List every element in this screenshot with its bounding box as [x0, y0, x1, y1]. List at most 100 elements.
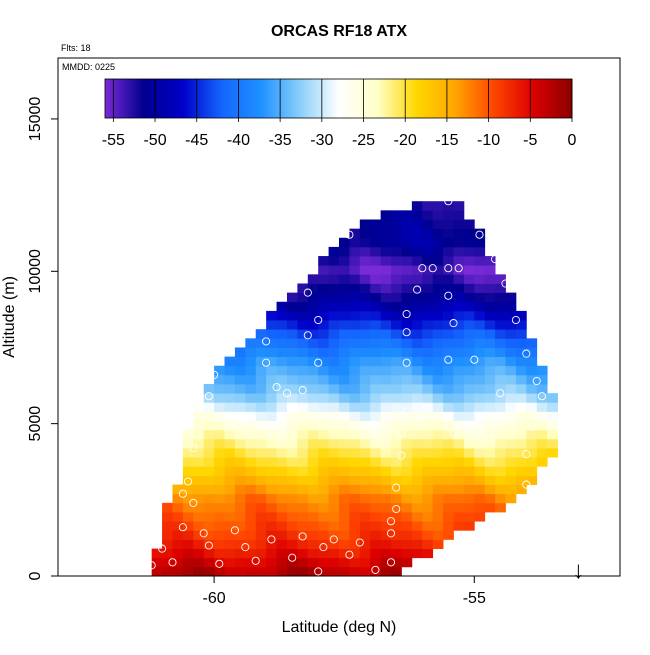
heatmap-cell	[297, 283, 309, 294]
heatmap-cell	[328, 384, 340, 394]
heatmap-cell	[443, 292, 454, 303]
heatmap-cell	[370, 530, 382, 540]
colorbar-tick-label: -10	[477, 132, 500, 149]
heatmap-cell	[297, 448, 309, 458]
heatmap-cell	[266, 484, 277, 495]
heatmap-cell	[370, 219, 382, 230]
heatmap-cell	[401, 246, 413, 257]
heatmap-cell	[359, 484, 371, 495]
heatmap-cell	[255, 411, 267, 421]
heatmap-cell	[307, 292, 319, 303]
heatmap-cell	[391, 502, 402, 513]
heatmap-cell	[474, 228, 486, 239]
heatmap-cell	[193, 548, 205, 559]
heatmap-cell	[370, 246, 382, 257]
heatmap-cell	[380, 283, 392, 294]
heatmap-cell	[443, 429, 454, 440]
heatmap-cell	[411, 420, 423, 431]
heatmap-cell	[463, 521, 475, 531]
heatmap-cell	[182, 466, 194, 476]
heatmap-cell	[495, 484, 506, 495]
heatmap-cell	[401, 228, 413, 239]
heatmap-cell	[307, 301, 319, 312]
heatmap-cell	[307, 512, 319, 522]
heatmap-cell	[318, 393, 329, 403]
heatmap-cell	[453, 210, 465, 220]
heatmap-cell	[307, 475, 319, 485]
heatmap-cell	[328, 329, 340, 339]
heatmap-cell	[182, 448, 194, 458]
heatmap-cell	[370, 274, 382, 284]
heatmap-cell	[297, 438, 309, 449]
heatmap-cell	[245, 365, 257, 376]
heatmap-cell	[193, 557, 205, 568]
heatmap-cell	[484, 502, 496, 513]
heatmap-cell	[359, 493, 371, 504]
heatmap-cell	[422, 521, 434, 531]
heatmap-cell	[276, 448, 288, 458]
heatmap-cell	[224, 530, 236, 540]
heatmap-cell	[453, 429, 465, 440]
heatmap-cell	[401, 338, 413, 348]
heatmap-cell	[401, 475, 413, 485]
observation-point	[158, 544, 167, 553]
heatmap-cell	[484, 374, 496, 385]
heatmap-cell	[380, 384, 392, 394]
heatmap-cell	[328, 438, 340, 449]
observation-point	[444, 291, 453, 300]
heatmap-cell	[266, 393, 277, 403]
heatmap-cell	[505, 374, 517, 385]
heatmap-cell	[422, 402, 434, 412]
observation-point	[314, 315, 323, 325]
heatmap-cell	[359, 374, 371, 385]
heatmap-cell	[328, 557, 340, 568]
heatmap-cell	[286, 493, 298, 504]
observation-point	[168, 558, 177, 567]
heatmap-cell	[245, 466, 257, 476]
heatmap-cell	[318, 283, 329, 294]
heatmap-cell	[411, 292, 423, 303]
heatmap-cell	[401, 521, 413, 531]
heatmap-cell	[276, 393, 288, 403]
heatmap-cell	[328, 548, 340, 559]
heatmap-cell	[411, 429, 423, 440]
heatmap-cell	[359, 548, 371, 559]
heatmap-cell	[422, 502, 434, 513]
colorbar-tick-label: -5	[523, 132, 537, 149]
heatmap-cell	[245, 374, 257, 385]
heatmap-cell	[453, 219, 465, 230]
heatmap-cell	[318, 301, 329, 312]
heatmap-cell	[359, 502, 371, 513]
heatmap-cell	[318, 274, 329, 284]
heatmap-cell	[453, 512, 465, 522]
heatmap-cell	[245, 338, 257, 348]
heatmap-cell	[453, 329, 465, 339]
heatmap-cell	[203, 466, 215, 476]
colorbar: -55 -50 -45 -40 -35 -30 -25 -20 -15 -10 -5 0	[102, 78, 577, 149]
heatmap-cell	[172, 548, 184, 559]
heatmap-cell	[297, 484, 309, 495]
heatmap-cell	[224, 429, 236, 440]
heatmap-cell	[307, 393, 319, 403]
heatmap-cell	[339, 283, 350, 294]
heatmap-cell	[463, 512, 475, 522]
heatmap-cell	[328, 310, 340, 321]
heatmap-cell	[443, 228, 454, 239]
heatmap-cell	[339, 429, 350, 440]
heatmap-cell	[276, 420, 288, 431]
heatmap-cell	[182, 548, 194, 559]
observation-point	[355, 538, 364, 547]
heatmap-cell	[245, 420, 257, 431]
heatmap-cell	[463, 329, 475, 339]
heatmap-cell	[234, 393, 246, 403]
heatmap-cell	[474, 493, 486, 504]
heatmap-cell	[484, 429, 496, 440]
heatmap-cell	[266, 347, 277, 358]
heatmap-cell	[266, 512, 277, 522]
heatmap-cell	[380, 365, 392, 376]
heatmap-cell	[391, 448, 402, 458]
heatmap-cell	[370, 566, 382, 577]
heatmap-cell	[224, 457, 236, 467]
heatmap-cell	[255, 393, 267, 403]
heatmap-cell	[182, 438, 194, 449]
